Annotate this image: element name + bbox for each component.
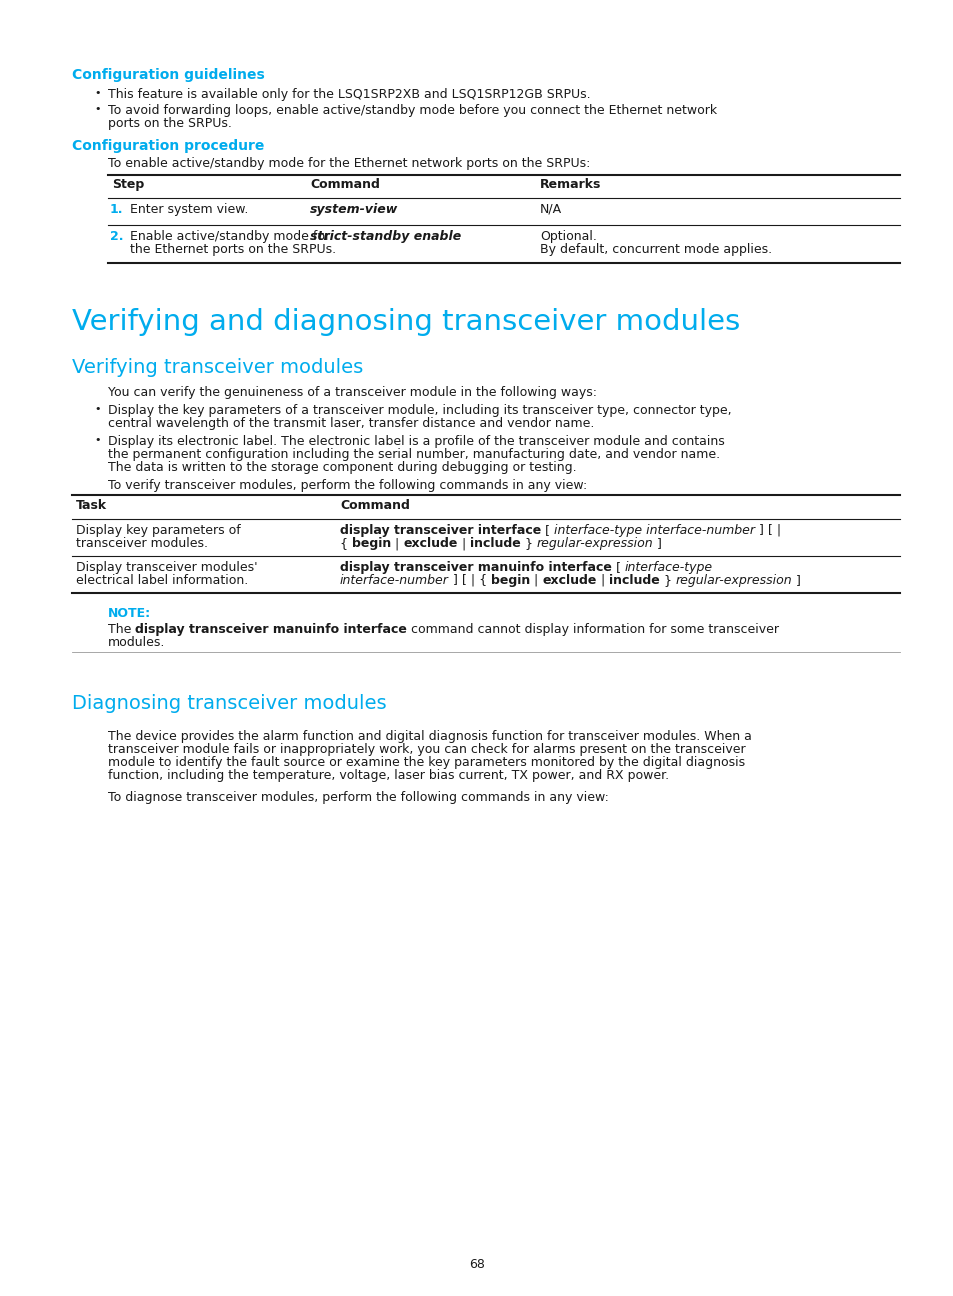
- Text: Remarks: Remarks: [539, 178, 600, 191]
- Text: Command: Command: [310, 178, 379, 191]
- Text: Enable active/standby mode for: Enable active/standby mode for: [130, 229, 330, 244]
- Text: This feature is available only for the LSQ1SRP2XB and LSQ1SRP12GB SRPUs.: This feature is available only for the L…: [108, 88, 590, 101]
- Text: modules.: modules.: [108, 636, 165, 649]
- Text: exclude: exclude: [403, 537, 457, 550]
- Text: To diagnose transceiver modules, perform the following commands in any view:: To diagnose transceiver modules, perform…: [108, 791, 608, 804]
- Text: 1.: 1.: [110, 203, 123, 216]
- Text: display transceiver manuinfo interface: display transceiver manuinfo interface: [339, 561, 611, 574]
- Text: Step: Step: [112, 178, 144, 191]
- Text: |: |: [391, 537, 403, 550]
- Text: •: •: [94, 404, 100, 413]
- Text: N/A: N/A: [539, 203, 561, 216]
- Text: the Ethernet ports on the SRPUs.: the Ethernet ports on the SRPUs.: [130, 244, 335, 257]
- Text: interface-type interface-number: interface-type interface-number: [554, 524, 755, 537]
- Text: interface-type: interface-type: [624, 561, 712, 574]
- Text: interface-number: interface-number: [339, 574, 449, 587]
- Text: strict-standby enable: strict-standby enable: [310, 229, 460, 244]
- Text: Verifying transceiver modules: Verifying transceiver modules: [71, 358, 363, 377]
- Text: The: The: [108, 623, 135, 636]
- Text: Task: Task: [76, 499, 107, 512]
- Text: The data is written to the storage component during debugging or testing.: The data is written to the storage compo…: [108, 461, 576, 474]
- Text: Enter system view.: Enter system view.: [130, 203, 248, 216]
- Text: [: [: [611, 561, 624, 574]
- Text: display transceiver manuinfo interface: display transceiver manuinfo interface: [135, 623, 407, 636]
- Text: module to identify the fault source or examine the key parameters monitored by t: module to identify the fault source or e…: [108, 756, 744, 769]
- Text: transceiver module fails or inappropriately work, you can check for alarms prese: transceiver module fails or inappropriat…: [108, 743, 745, 756]
- Text: By default, concurrent mode applies.: By default, concurrent mode applies.: [539, 244, 771, 257]
- Text: exclude: exclude: [542, 574, 597, 587]
- Text: begin: begin: [491, 574, 530, 587]
- Text: |: |: [597, 574, 608, 587]
- Text: Configuration procedure: Configuration procedure: [71, 139, 264, 153]
- Text: You can verify the genuineness of a transceiver module in the following ways:: You can verify the genuineness of a tran…: [108, 386, 597, 399]
- Text: Command: Command: [339, 499, 410, 512]
- Text: system-view: system-view: [310, 203, 397, 216]
- Text: 2.: 2.: [110, 229, 123, 244]
- Text: regular-expression: regular-expression: [537, 537, 653, 550]
- Text: Diagnosing transceiver modules: Diagnosing transceiver modules: [71, 693, 386, 713]
- Text: include: include: [608, 574, 659, 587]
- Text: |: |: [530, 574, 542, 587]
- Text: display transceiver interface: display transceiver interface: [339, 524, 540, 537]
- Text: central wavelength of the transmit laser, transfer distance and vendor name.: central wavelength of the transmit laser…: [108, 417, 594, 430]
- Text: Display its electronic label. The electronic label is a profile of the transceiv: Display its electronic label. The electr…: [108, 435, 724, 448]
- Text: the permanent configuration including the serial number, manufacturing date, and: the permanent configuration including th…: [108, 448, 720, 461]
- Text: |: |: [457, 537, 470, 550]
- Text: Verifying and diagnosing transceiver modules: Verifying and diagnosing transceiver mod…: [71, 308, 740, 336]
- Text: ]: ]: [792, 574, 801, 587]
- Text: ]: ]: [653, 537, 661, 550]
- Text: Configuration guidelines: Configuration guidelines: [71, 67, 265, 82]
- Text: }: }: [520, 537, 537, 550]
- Text: 68: 68: [469, 1258, 484, 1271]
- Text: The device provides the alarm function and digital diagnosis function for transc: The device provides the alarm function a…: [108, 730, 751, 743]
- Text: [: [: [540, 524, 554, 537]
- Text: begin: begin: [352, 537, 391, 550]
- Text: Display key parameters of: Display key parameters of: [76, 524, 240, 537]
- Text: regular-expression: regular-expression: [675, 574, 792, 587]
- Text: ports on the SRPUs.: ports on the SRPUs.: [108, 117, 232, 130]
- Text: Display transceiver modules': Display transceiver modules': [76, 561, 257, 574]
- Text: electrical label information.: electrical label information.: [76, 574, 248, 587]
- Text: Display the key parameters of a transceiver module, including its transceiver ty: Display the key parameters of a transcei…: [108, 404, 731, 417]
- Text: •: •: [94, 104, 100, 114]
- Text: transceiver modules.: transceiver modules.: [76, 537, 208, 550]
- Text: To avoid forwarding loops, enable active/standby mode before you connect the Eth: To avoid forwarding loops, enable active…: [108, 104, 717, 117]
- Text: {: {: [339, 537, 352, 550]
- Text: Optional.: Optional.: [539, 229, 597, 244]
- Text: •: •: [94, 435, 100, 445]
- Text: }: }: [659, 574, 675, 587]
- Text: To verify transceiver modules, perform the following commands in any view:: To verify transceiver modules, perform t…: [108, 480, 587, 492]
- Text: To enable active/standby mode for the Ethernet network ports on the SRPUs:: To enable active/standby mode for the Et…: [108, 157, 590, 170]
- Text: ] [ |: ] [ |: [755, 524, 781, 537]
- Text: function, including the temperature, voltage, laser bias current, TX power, and : function, including the temperature, vol…: [108, 769, 668, 781]
- Text: •: •: [94, 88, 100, 98]
- Text: NOTE:: NOTE:: [108, 607, 151, 619]
- Text: ] [ | {: ] [ | {: [449, 574, 491, 587]
- Text: include: include: [470, 537, 520, 550]
- Text: command cannot display information for some transceiver: command cannot display information for s…: [407, 623, 779, 636]
